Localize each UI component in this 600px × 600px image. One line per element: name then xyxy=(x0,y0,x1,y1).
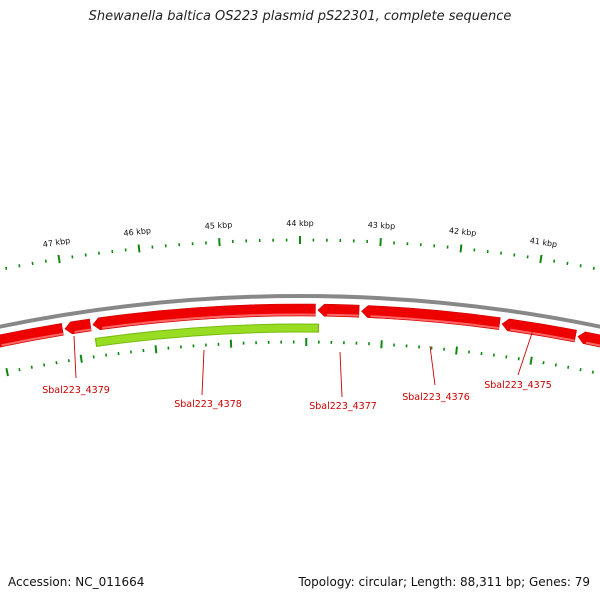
major-tick xyxy=(455,346,458,355)
major-tick xyxy=(539,254,543,264)
gene-arrow-shade xyxy=(370,315,500,330)
major-tick xyxy=(5,368,9,377)
gene-arrow xyxy=(501,318,577,343)
gene-leader-line xyxy=(201,349,205,396)
gene-label: Sbal223_4375 xyxy=(484,380,552,391)
gene-label: Sbal223_4376 xyxy=(402,392,470,403)
gene-arrow-shade xyxy=(102,313,316,329)
major-tick xyxy=(459,244,463,253)
gene-track xyxy=(0,303,600,348)
kbp-label: 46 kbp xyxy=(123,226,151,238)
inner-tick-ring xyxy=(5,338,594,377)
gene-arrow-shade xyxy=(510,328,575,342)
minor-tick xyxy=(5,266,8,270)
minor-tick xyxy=(567,365,570,369)
gene-label: Sbal223_4379 xyxy=(42,385,110,396)
kbp-label: 45 kbp xyxy=(205,220,233,230)
topology-summary-text: Topology: circular; Length: 88,311 bp; G… xyxy=(298,575,590,589)
map-title: Shewanella baltica OS223 plasmid pS22301… xyxy=(88,9,512,24)
minor-tick xyxy=(591,370,594,374)
minor-tick xyxy=(579,264,582,268)
kbp-label: 44 kbp xyxy=(286,219,314,228)
minor-tick xyxy=(579,368,582,372)
minor-tick xyxy=(542,361,545,365)
minor-tick xyxy=(43,363,46,367)
gene-arrow xyxy=(577,331,600,348)
gene-arrow-shade xyxy=(326,313,359,317)
major-tick xyxy=(154,345,158,354)
kbp-label: 42 kbp xyxy=(449,226,477,238)
minor-tick xyxy=(30,365,33,369)
gene-leader-line xyxy=(429,345,436,386)
outer-tick-ring xyxy=(5,236,595,270)
minor-tick xyxy=(18,264,21,268)
plasmid-backbone xyxy=(0,294,600,329)
gene-leader-line xyxy=(517,329,534,376)
gene-arrow-shade xyxy=(74,328,92,333)
gene-label: Sbal223_4377 xyxy=(309,401,377,412)
minor-tick xyxy=(55,361,58,365)
kbp-scale-labels: 47 kbp 46 kbp 45 kbp 44 kbp 43 kbp 42 kbp 41 k… xyxy=(42,219,558,249)
minor-tick xyxy=(31,261,34,266)
gene-arrow xyxy=(0,323,64,348)
kbp-label: 41 kbp xyxy=(529,236,558,249)
major-tick xyxy=(529,356,533,365)
minor-tick xyxy=(554,363,557,367)
gene-label-layer: Sbal223_4379 Sbal223_4378 Sbal223_4377 Sbal… xyxy=(42,329,552,412)
major-tick xyxy=(57,254,61,264)
minor-tick xyxy=(18,368,21,372)
gene-label: Sbal223_4378 xyxy=(174,399,242,410)
gene-arrow-shade xyxy=(585,341,600,347)
minor-tick xyxy=(566,261,569,266)
gene-arrow-shade xyxy=(1,332,64,347)
gene-leader-line xyxy=(339,351,343,398)
highlighted-gene-track xyxy=(94,323,320,347)
highlighted-gene-fill xyxy=(96,324,318,346)
minor-tick xyxy=(592,266,595,270)
accession-text: Accession: NC_011664 xyxy=(8,575,145,589)
kbp-label: 43 kbp xyxy=(367,220,395,230)
kbp-label: 47 kbp xyxy=(42,236,71,249)
backbone-ring xyxy=(0,294,600,329)
major-tick xyxy=(79,354,83,363)
major-tick xyxy=(137,244,141,253)
gene-leader-line xyxy=(73,335,77,379)
